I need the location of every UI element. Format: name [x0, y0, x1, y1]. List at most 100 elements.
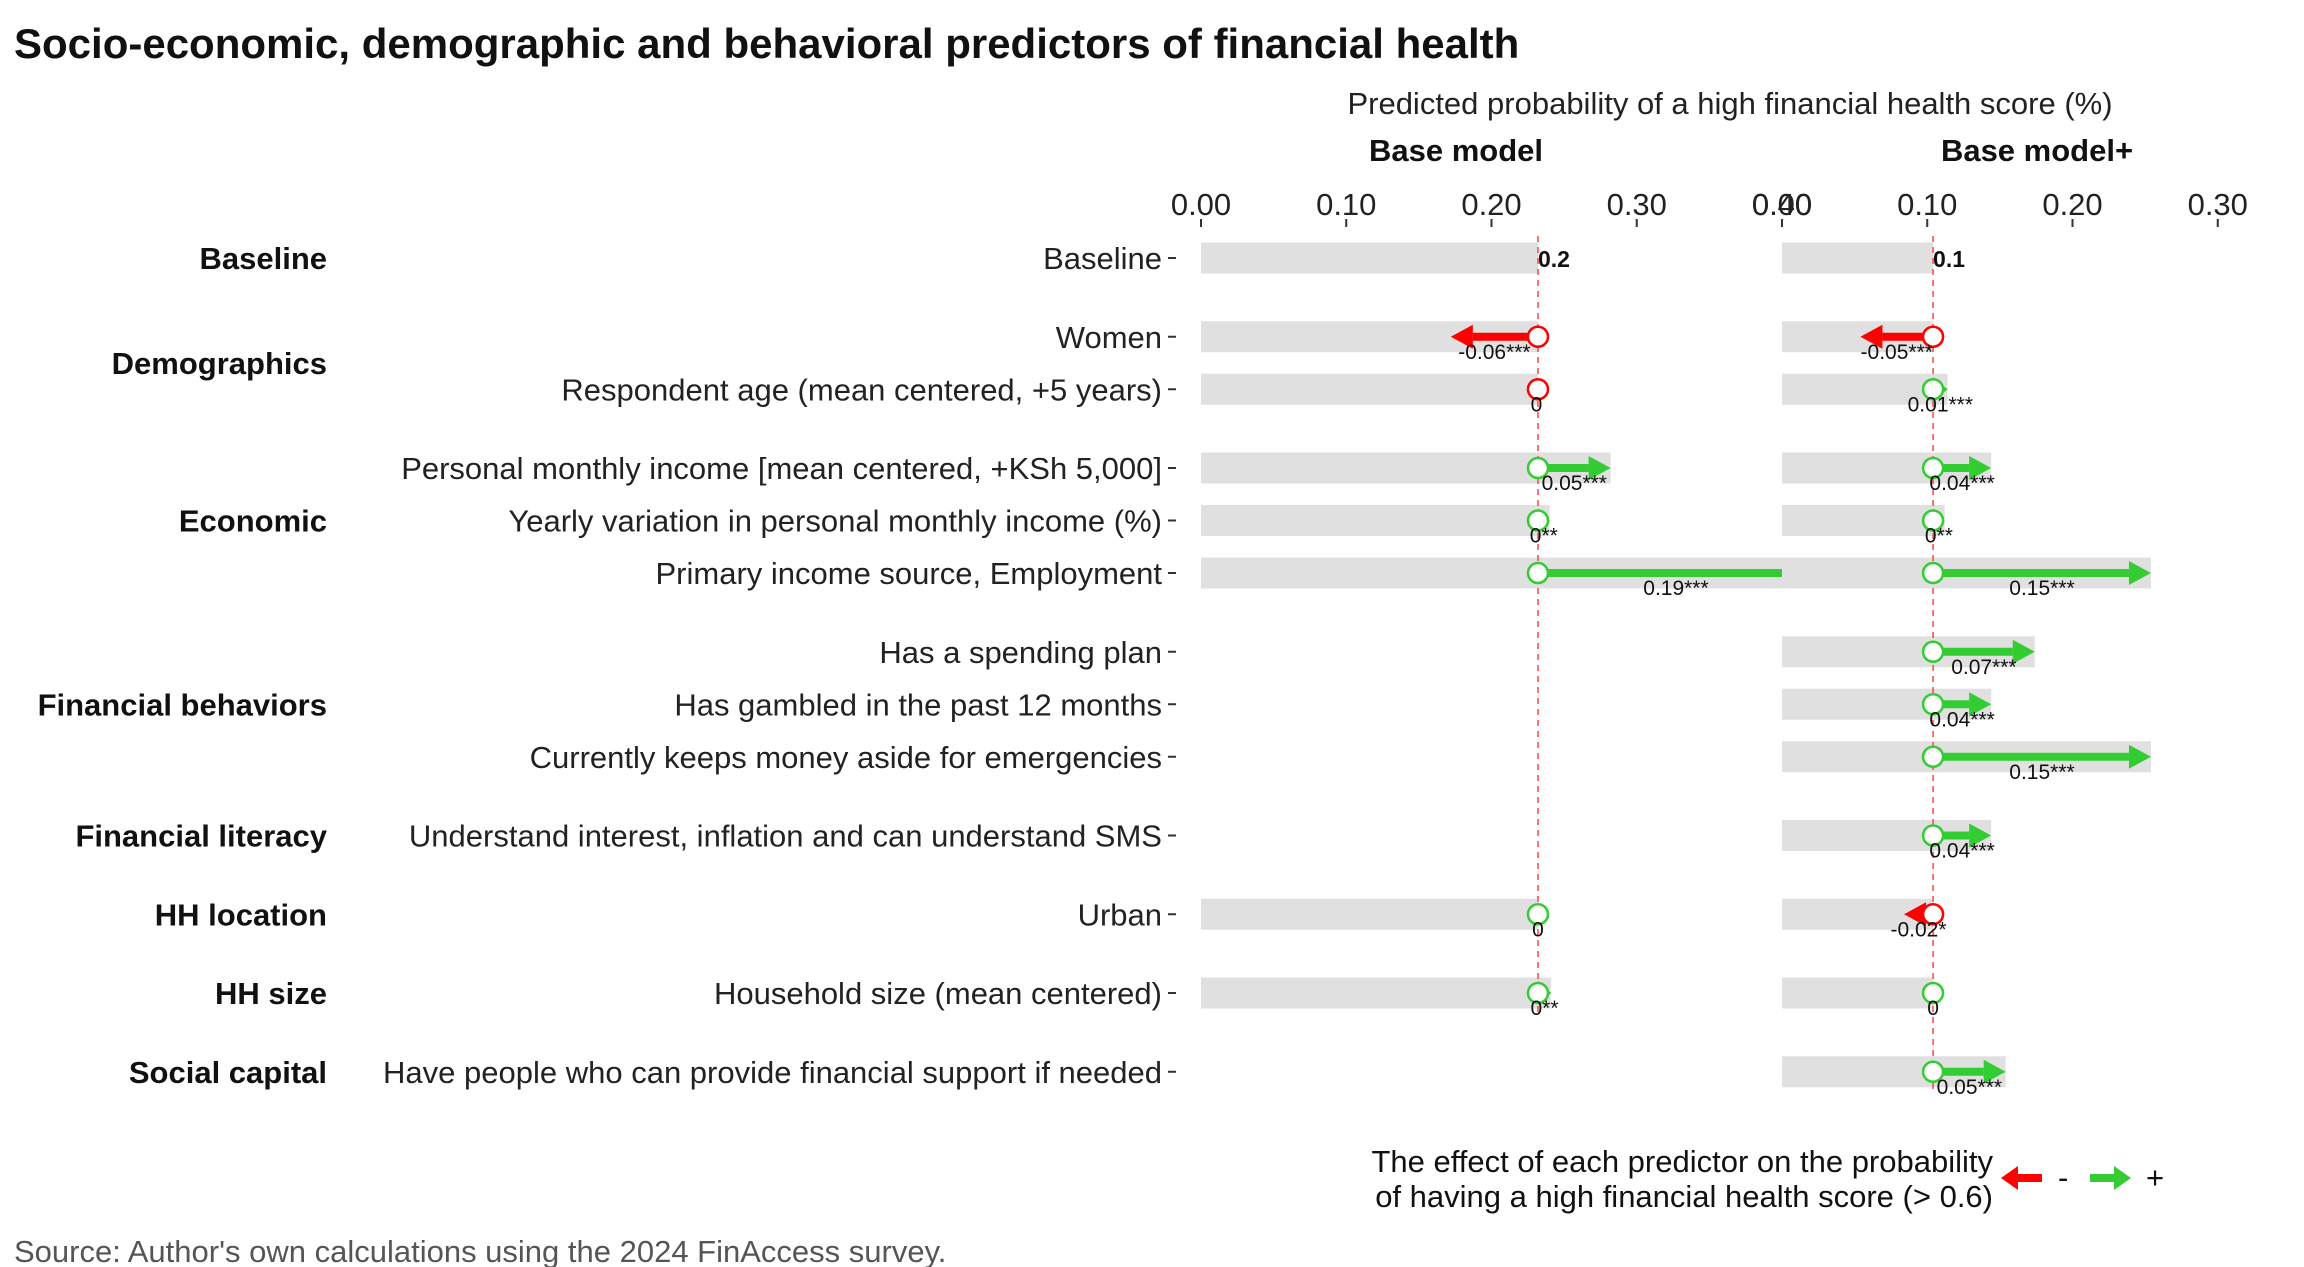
legend-text-line1: The effect of each predictor on the prob… [1371, 1144, 1993, 1179]
effect-value-label: 0 [1532, 918, 1544, 941]
effect-arrow-head [1450, 324, 1473, 349]
baseline-marker [1921, 824, 1945, 847]
row-label: Household size (mean centered) [714, 976, 1162, 1011]
effect-value-label: 0 [1531, 393, 1543, 416]
baseline-marker [1526, 509, 1550, 532]
row-label: Urban [1078, 897, 1162, 932]
baseline-marker [1921, 903, 1945, 926]
effect-value-label: 0.19*** [1643, 577, 1708, 600]
row-label: Women [1056, 320, 1162, 355]
effect-arrow-head [1860, 324, 1883, 349]
baseline-marker [1526, 456, 1550, 480]
effect-value-label: 0.05*** [1937, 1076, 2002, 1099]
axis-title: Predicted probability of a high financia… [1347, 86, 2112, 121]
row-label: Baseline [1043, 241, 1162, 276]
panel-title: Base model [1369, 133, 1543, 168]
effect-value-label: 0.15*** [2009, 761, 2074, 784]
group-label: HH size [215, 976, 327, 1011]
row-label: Understand interest, inflation and can u… [409, 819, 1162, 854]
group-label: Social capital [129, 1055, 327, 1090]
baseline-marker [1921, 509, 1945, 532]
effect-arrow-head [1983, 1059, 2006, 1084]
axis-tick-label: 0.20 [1461, 187, 1521, 222]
baseline-marker [1526, 325, 1550, 348]
effect-value-label: 0** [1531, 997, 1559, 1020]
row-label: Yearly variation in personal monthly inc… [508, 504, 1162, 539]
baseline-marker [1921, 745, 1945, 768]
legend-positive-label: + [2146, 1160, 2164, 1195]
effect-arrow-head [2128, 744, 2151, 769]
prediction-bar [1201, 505, 1550, 536]
source-note: Source: Author's own calculations using … [14, 1234, 946, 1267]
axis-tick-label: 0.30 [2188, 187, 2248, 222]
row-label: Have people who can provide financial su… [383, 1055, 1162, 1090]
axis-tick-label: 0.30 [1607, 187, 1667, 222]
baseline-marker [1921, 325, 1945, 348]
row-label: Currently keeps money aside for emergenc… [530, 740, 1162, 775]
group-label: Demographics [112, 346, 327, 381]
baseline-marker [1921, 693, 1945, 716]
baseline-value-label: 0.1 [1933, 246, 1965, 272]
baseline-bar [1201, 242, 1538, 274]
effect-arrow-head [1588, 456, 1611, 480]
axis-tick-label: 0.00 [1171, 187, 1231, 222]
effect-value-label: 0.04*** [1929, 472, 1994, 495]
group-label: Financial literacy [75, 819, 327, 854]
effect-value-label: 0 [1927, 997, 1939, 1020]
group-label: Financial behaviors [38, 687, 327, 722]
effect-value-label: 0.04*** [1929, 708, 1994, 731]
baseline-value-label: 0.2 [1538, 246, 1570, 272]
effect-value-label: -0.02* [1891, 918, 1947, 941]
axis-tick-label: 0.40 [1752, 187, 1812, 222]
baseline-marker [1921, 561, 1945, 585]
effect-value-label: -0.06*** [1458, 341, 1530, 364]
baseline-marker [1921, 1060, 1945, 1083]
effect-arrow-head [2128, 561, 2151, 585]
effect-value-label: 0.04*** [1929, 840, 1994, 863]
prediction-bar [1201, 373, 1538, 405]
row-label: Has gambled in the past 12 months [674, 687, 1162, 722]
chart-title: Socio-economic, demographic and behavior… [14, 20, 1519, 67]
baseline-marker [1921, 981, 1945, 1005]
effect-arrow-head [1969, 692, 1992, 717]
row-label: Respondent age (mean centered, +5 years) [561, 372, 1162, 407]
legend-negative-arrow-head [2001, 1166, 2018, 1190]
effect-arrow-head [2012, 639, 2035, 664]
effect-value-label: 0.05*** [1542, 472, 1607, 495]
legend-negative-label: - [2058, 1160, 2068, 1195]
row-label: Personal monthly income [mean centered, … [401, 451, 1162, 486]
group-labels: Baseline Demographics Economic Financial be… [38, 241, 328, 1090]
row-label: Primary income source, Employment [656, 556, 1163, 591]
baseline-bar [1782, 242, 1934, 274]
group-label: Economic [179, 504, 327, 539]
effect-value-label: 0.07*** [1951, 656, 2016, 679]
legend: The effect of each predictor on the prob… [1371, 1144, 2164, 1214]
axis-tick-label: 0.10 [1897, 187, 1957, 222]
axis-tick-label: 0.00 [1752, 187, 1812, 222]
effect-value-label: 0** [1925, 525, 1953, 548]
prediction-bar [1201, 977, 1552, 1009]
axis-tick-label: 0.20 [2042, 187, 2102, 222]
effect-arrow-head [1904, 902, 1927, 927]
group-label: HH location [155, 897, 327, 932]
row-label: Has a spending plan [879, 635, 1162, 670]
legend-positive-arrow-head [2114, 1166, 2131, 1190]
effect-value-label: -0.05*** [1861, 341, 1933, 364]
baseline-marker [1921, 378, 1945, 401]
baseline-marker [1526, 561, 1550, 585]
group-label: Baseline [199, 241, 327, 276]
effect-value-label: 0** [1530, 525, 1558, 548]
legend-text-line2: of having a high financial health score … [1375, 1179, 1993, 1214]
baseline-marker [1526, 981, 1550, 1005]
prediction-bar [1782, 977, 1934, 1009]
baseline-marker [1921, 640, 1945, 663]
panel-title: Base model+ [1941, 133, 2133, 168]
baseline-marker [1921, 456, 1945, 480]
effect-value-label: 0.15*** [2009, 577, 2074, 600]
prediction-bar [1782, 373, 1948, 405]
prediction-bar [1782, 505, 1945, 536]
row-labels: Baseline Women Respondent age (mean center… [383, 241, 1176, 1090]
panel: Base model 0.00 0.10 0.20 0.30 0.40 0.2 -0.06**… [1171, 133, 1814, 1020]
